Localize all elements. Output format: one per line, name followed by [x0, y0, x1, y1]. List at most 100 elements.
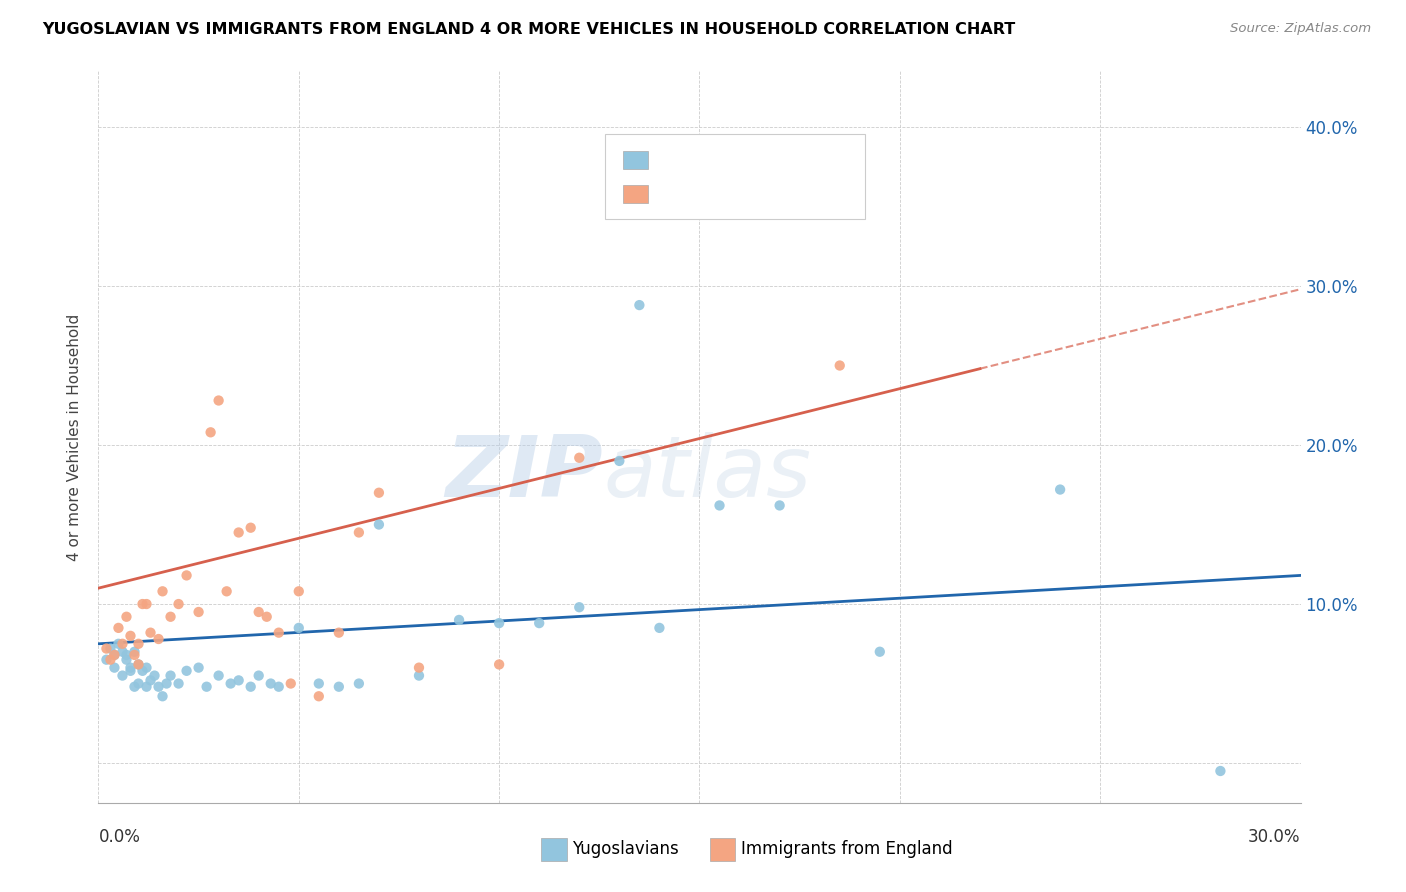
Point	[328, 680, 350, 694]
Point	[115, 609, 138, 624]
Point	[128, 657, 150, 672]
Text: ZIP: ZIP	[446, 432, 603, 516]
Point	[107, 637, 129, 651]
Point	[100, 641, 122, 656]
Point	[135, 597, 157, 611]
Point	[131, 664, 153, 678]
Point	[120, 660, 142, 674]
Y-axis label: 4 or more Vehicles in Household: 4 or more Vehicles in Household	[67, 313, 83, 561]
Point	[135, 660, 157, 674]
Point	[488, 657, 510, 672]
Point	[256, 609, 278, 624]
Point	[308, 676, 330, 690]
Point	[215, 584, 238, 599]
Point	[103, 660, 125, 674]
Text: Immigrants from England: Immigrants from England	[741, 840, 953, 858]
Point	[96, 653, 118, 667]
Text: 0.0%: 0.0%	[98, 828, 141, 846]
Text: atlas: atlas	[603, 432, 811, 516]
Point	[280, 676, 302, 690]
Point	[195, 680, 218, 694]
Text: 53: 53	[783, 149, 808, 167]
Point	[155, 676, 177, 690]
Point	[568, 600, 591, 615]
Text: Yugoslavians: Yugoslavians	[572, 840, 679, 858]
Point	[328, 625, 350, 640]
Point	[96, 641, 118, 656]
Point	[447, 613, 470, 627]
Point	[128, 676, 150, 690]
Point	[103, 648, 125, 662]
Point	[239, 521, 262, 535]
Point	[135, 680, 157, 694]
Point	[128, 657, 150, 672]
Point	[139, 673, 162, 688]
Point	[124, 648, 146, 662]
Text: R =: R =	[657, 183, 696, 201]
Point	[111, 645, 134, 659]
Point	[100, 653, 122, 667]
Point	[648, 621, 671, 635]
Point	[159, 668, 181, 682]
Point	[709, 499, 731, 513]
Point	[408, 660, 430, 674]
Point	[1049, 483, 1071, 497]
Point	[176, 664, 198, 678]
Point	[288, 584, 311, 599]
Point	[167, 676, 190, 690]
Text: YUGOSLAVIAN VS IMMIGRANTS FROM ENGLAND 4 OR MORE VEHICLES IN HOUSEHOLD CORRELATI: YUGOSLAVIAN VS IMMIGRANTS FROM ENGLAND 4…	[42, 22, 1015, 37]
Point	[529, 616, 551, 631]
Point	[347, 676, 370, 690]
Point	[347, 525, 370, 540]
Point	[124, 680, 146, 694]
Point	[247, 605, 270, 619]
Text: N =: N =	[745, 183, 797, 201]
Point	[120, 664, 142, 678]
Point	[769, 499, 792, 513]
Point	[208, 393, 231, 408]
Point	[267, 680, 290, 694]
Point	[368, 517, 391, 532]
Point	[208, 668, 231, 682]
Point	[288, 621, 311, 635]
Point	[228, 525, 250, 540]
Text: R =: R =	[657, 149, 696, 167]
Point	[148, 632, 170, 646]
Point	[219, 676, 242, 690]
Point	[187, 605, 209, 619]
Text: Source: ZipAtlas.com: Source: ZipAtlas.com	[1230, 22, 1371, 36]
Point	[124, 645, 146, 659]
Point	[488, 616, 510, 631]
Point	[152, 690, 174, 704]
Point	[869, 645, 891, 659]
Text: 0.109: 0.109	[688, 149, 744, 167]
Point	[368, 485, 391, 500]
Point	[139, 625, 162, 640]
Point	[103, 648, 125, 662]
Point	[115, 653, 138, 667]
Point	[120, 629, 142, 643]
Point	[187, 660, 209, 674]
Point	[143, 668, 166, 682]
Text: 30.0%: 30.0%	[1249, 828, 1301, 846]
Point	[239, 680, 262, 694]
Text: 0.332: 0.332	[688, 183, 744, 201]
Point	[247, 668, 270, 682]
Point	[159, 609, 181, 624]
Point	[228, 673, 250, 688]
Point	[131, 597, 153, 611]
Point	[1209, 764, 1232, 778]
Point	[628, 298, 651, 312]
Point	[111, 668, 134, 682]
Point	[115, 648, 138, 662]
Point	[148, 680, 170, 694]
Point	[260, 676, 283, 690]
Point	[167, 597, 190, 611]
Point	[176, 568, 198, 582]
Point	[200, 425, 222, 440]
Point	[267, 625, 290, 640]
Point	[107, 621, 129, 635]
Point	[408, 668, 430, 682]
Point	[568, 450, 591, 465]
Point	[828, 359, 851, 373]
